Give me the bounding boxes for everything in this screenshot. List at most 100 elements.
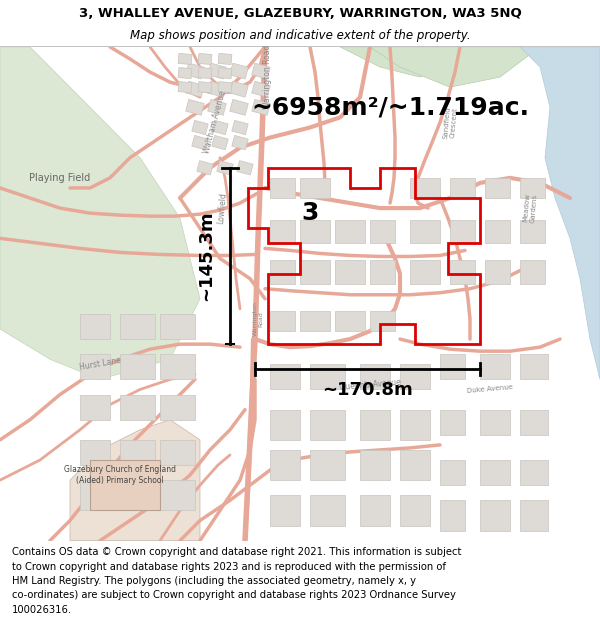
Polygon shape <box>80 354 110 379</box>
Polygon shape <box>360 409 390 440</box>
Polygon shape <box>178 68 192 79</box>
Polygon shape <box>400 364 430 389</box>
Polygon shape <box>520 261 545 284</box>
Polygon shape <box>520 178 545 198</box>
Polygon shape <box>335 220 365 243</box>
Polygon shape <box>232 136 248 150</box>
Polygon shape <box>120 354 155 379</box>
Polygon shape <box>440 354 465 379</box>
Polygon shape <box>218 53 232 64</box>
Polygon shape <box>310 409 345 440</box>
Polygon shape <box>230 99 248 115</box>
Polygon shape <box>300 178 330 198</box>
Polygon shape <box>485 261 510 284</box>
Polygon shape <box>80 314 110 339</box>
Text: Glazebury Church of England
(Aided) Primary School: Glazebury Church of England (Aided) Prim… <box>64 466 176 485</box>
Text: to Crown copyright and database rights 2023 and is reproduced with the permissio: to Crown copyright and database rights 2… <box>12 562 446 572</box>
Polygon shape <box>80 394 110 420</box>
Polygon shape <box>160 354 195 379</box>
Polygon shape <box>218 68 232 79</box>
Text: Lowfield: Lowfield <box>216 192 228 224</box>
Polygon shape <box>340 47 490 77</box>
Polygon shape <box>450 178 475 198</box>
Polygon shape <box>400 495 430 526</box>
Polygon shape <box>160 394 195 420</box>
Polygon shape <box>485 178 510 198</box>
Polygon shape <box>360 364 390 389</box>
Polygon shape <box>360 450 390 480</box>
Text: Duke Avenue: Duke Avenue <box>467 384 513 394</box>
Text: 3, WHALLEY AVENUE, GLAZEBURY, WARRINGTON, WA3 5NQ: 3, WHALLEY AVENUE, GLAZEBURY, WARRINGTON… <box>79 7 521 19</box>
Polygon shape <box>230 63 248 79</box>
Polygon shape <box>178 82 192 92</box>
Text: Hurst Lane: Hurst Lane <box>79 356 121 372</box>
Polygon shape <box>410 178 440 198</box>
Polygon shape <box>300 261 330 284</box>
Polygon shape <box>120 440 155 465</box>
Polygon shape <box>208 63 226 79</box>
Polygon shape <box>192 120 208 134</box>
Polygon shape <box>400 409 430 440</box>
Polygon shape <box>186 81 204 97</box>
Text: ~170.8m: ~170.8m <box>322 381 413 399</box>
Text: 3: 3 <box>301 201 319 225</box>
Polygon shape <box>485 220 510 243</box>
Polygon shape <box>120 480 155 511</box>
Polygon shape <box>197 161 213 175</box>
Polygon shape <box>370 311 395 331</box>
Polygon shape <box>440 501 465 531</box>
Polygon shape <box>410 220 440 243</box>
Polygon shape <box>252 81 270 97</box>
Polygon shape <box>232 120 248 134</box>
Polygon shape <box>160 480 195 511</box>
Polygon shape <box>370 261 395 284</box>
Polygon shape <box>520 409 548 435</box>
Polygon shape <box>310 364 345 389</box>
Polygon shape <box>208 81 226 97</box>
Polygon shape <box>90 460 160 511</box>
Text: Waltham Avenue: Waltham Avenue <box>202 90 228 155</box>
Polygon shape <box>370 47 540 87</box>
Polygon shape <box>198 53 212 64</box>
Polygon shape <box>270 311 295 331</box>
Text: ~6958m²/~1.719ac.: ~6958m²/~1.719ac. <box>251 96 529 119</box>
Polygon shape <box>520 460 548 485</box>
Polygon shape <box>520 47 600 379</box>
Polygon shape <box>0 47 200 379</box>
Text: Queen's Avenue: Queen's Avenue <box>339 378 401 392</box>
Polygon shape <box>450 220 475 243</box>
Polygon shape <box>270 261 295 284</box>
Polygon shape <box>120 394 155 420</box>
Polygon shape <box>270 364 300 389</box>
Polygon shape <box>300 220 330 243</box>
Text: Contains OS data © Crown copyright and database right 2021. This information is : Contains OS data © Crown copyright and d… <box>12 548 461 558</box>
Polygon shape <box>400 450 430 480</box>
Polygon shape <box>440 460 465 485</box>
Polygon shape <box>198 82 212 92</box>
Polygon shape <box>80 480 110 511</box>
Polygon shape <box>230 81 248 97</box>
Text: Warrington
Road: Warrington Road <box>253 301 263 336</box>
Polygon shape <box>520 501 548 531</box>
Polygon shape <box>310 495 345 526</box>
Polygon shape <box>450 261 475 284</box>
Polygon shape <box>270 409 300 440</box>
Polygon shape <box>360 495 390 526</box>
Polygon shape <box>310 450 345 480</box>
Polygon shape <box>120 314 155 339</box>
Text: Warrington Road: Warrington Road <box>263 45 272 109</box>
Text: Playing Field: Playing Field <box>29 173 91 183</box>
Text: HM Land Registry. The polygons (including the associated geometry, namely x, y: HM Land Registry. The polygons (includin… <box>12 576 416 586</box>
Polygon shape <box>160 314 195 339</box>
Polygon shape <box>480 501 510 531</box>
Polygon shape <box>212 120 228 134</box>
Polygon shape <box>520 220 545 243</box>
Polygon shape <box>192 136 208 150</box>
Text: 100026316.: 100026316. <box>12 605 72 615</box>
Polygon shape <box>212 136 228 150</box>
Polygon shape <box>208 99 226 115</box>
Polygon shape <box>252 99 270 115</box>
Polygon shape <box>237 161 253 175</box>
Polygon shape <box>80 440 110 465</box>
Polygon shape <box>178 53 192 64</box>
